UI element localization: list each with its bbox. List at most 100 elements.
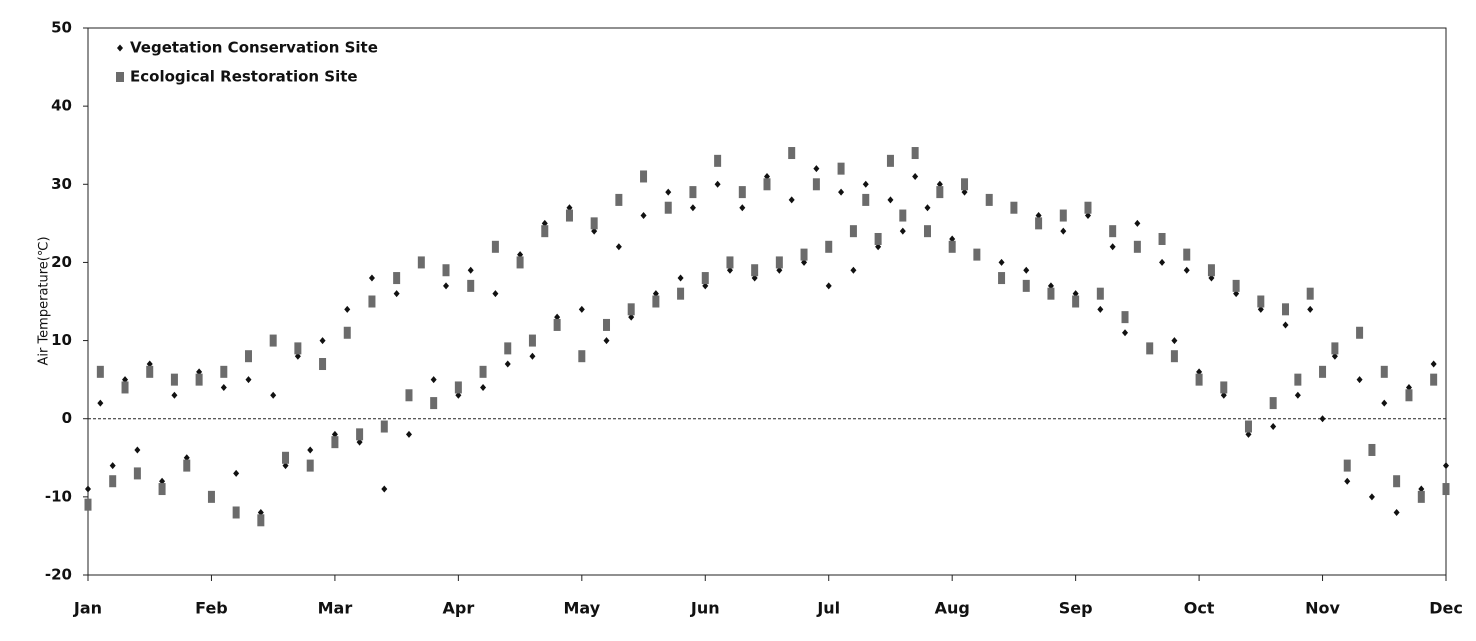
- point: [565, 209, 573, 222]
- point: [294, 352, 301, 360]
- point: [1047, 287, 1055, 300]
- point: [343, 326, 351, 339]
- point: [998, 272, 1006, 285]
- point: [454, 381, 462, 394]
- point: [270, 391, 277, 399]
- point: [1430, 373, 1438, 386]
- point: [1393, 475, 1401, 488]
- point: [1344, 477, 1351, 485]
- point: [1171, 337, 1178, 345]
- point: [1319, 415, 1326, 423]
- point: [739, 204, 746, 212]
- point: [232, 506, 240, 519]
- point: [628, 313, 635, 321]
- point: [1121, 311, 1129, 324]
- point: [159, 477, 166, 485]
- point: [491, 240, 499, 253]
- point: [1368, 493, 1375, 501]
- point: [417, 256, 425, 269]
- point: [985, 193, 993, 206]
- point: [1170, 350, 1178, 363]
- point: [603, 337, 610, 345]
- point: [257, 508, 264, 516]
- point: [862, 180, 869, 188]
- point: [97, 399, 104, 407]
- point: [492, 290, 499, 298]
- point: [1159, 258, 1166, 266]
- point: [1356, 376, 1363, 384]
- y-tick-label: 40: [51, 97, 72, 115]
- point: [1146, 342, 1154, 355]
- point: [1257, 295, 1265, 308]
- point: [1368, 443, 1376, 456]
- point: [1430, 360, 1437, 368]
- point: [306, 459, 314, 472]
- x-tick-label: Aug: [935, 599, 970, 618]
- point: [183, 459, 191, 472]
- x-tick-label: Dec: [1429, 599, 1463, 618]
- point: [1208, 274, 1215, 282]
- point: [1233, 290, 1240, 298]
- point: [936, 186, 944, 199]
- point: [1096, 287, 1104, 300]
- point: [689, 186, 697, 199]
- point: [1244, 420, 1252, 433]
- point: [825, 240, 833, 253]
- point: [1158, 232, 1166, 245]
- point: [1417, 490, 1425, 503]
- point: [1294, 373, 1302, 386]
- point: [442, 264, 450, 277]
- point: [923, 225, 931, 238]
- point: [677, 287, 685, 300]
- point: [788, 196, 795, 204]
- point: [837, 162, 845, 175]
- x-tick-label: Jun: [690, 599, 720, 618]
- point: [640, 212, 647, 220]
- point: [467, 279, 475, 292]
- point: [615, 193, 623, 206]
- point: [1270, 423, 1277, 431]
- legend-marker: [116, 72, 124, 82]
- point: [455, 391, 462, 399]
- point: [578, 305, 585, 313]
- point: [307, 446, 314, 454]
- point: [233, 469, 240, 477]
- point: [467, 266, 474, 274]
- legend-label: Ecological Restoration Site: [130, 68, 358, 86]
- point: [1257, 305, 1264, 313]
- point: [1023, 266, 1030, 274]
- point: [849, 225, 857, 238]
- y-tick-label: 0: [62, 409, 72, 427]
- point: [677, 274, 684, 282]
- point: [948, 240, 956, 253]
- point: [541, 219, 548, 227]
- point: [875, 243, 882, 251]
- point: [961, 188, 968, 196]
- point: [393, 290, 400, 298]
- point: [1133, 240, 1141, 253]
- point: [480, 383, 487, 391]
- point: [319, 337, 326, 345]
- point: [356, 438, 363, 446]
- point: [714, 180, 721, 188]
- point: [1183, 266, 1190, 274]
- point: [109, 475, 117, 488]
- point: [1195, 373, 1203, 386]
- point: [664, 201, 672, 214]
- point: [170, 373, 178, 386]
- point: [1331, 352, 1338, 360]
- x-tick-label: Nov: [1305, 599, 1340, 618]
- point: [701, 272, 709, 285]
- point: [479, 365, 487, 378]
- point: [825, 282, 832, 290]
- point: [245, 376, 252, 384]
- x-tick-label: Jul: [816, 599, 840, 618]
- point: [911, 147, 919, 160]
- point: [1418, 485, 1425, 493]
- point: [368, 295, 376, 308]
- point: [405, 389, 413, 402]
- point: [430, 376, 437, 384]
- point: [590, 217, 598, 230]
- point: [528, 334, 536, 347]
- point: [862, 193, 870, 206]
